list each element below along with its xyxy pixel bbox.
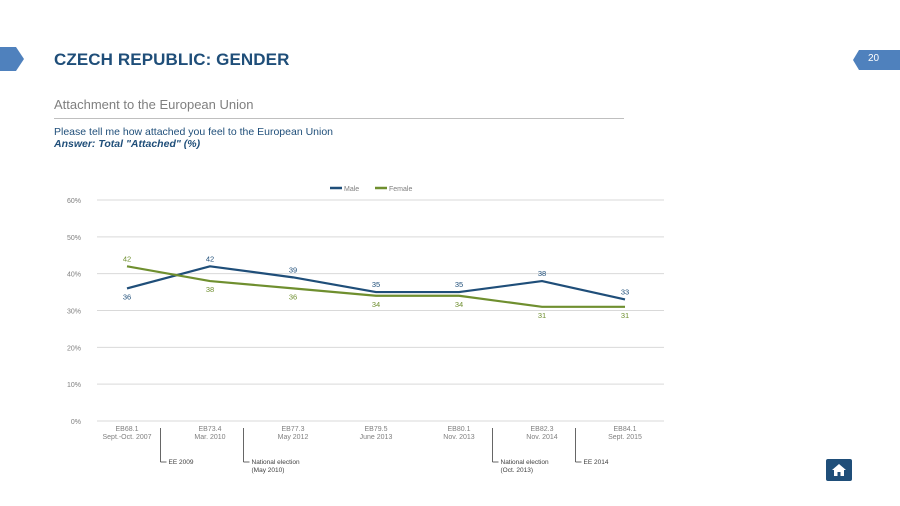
data-label: 36 — [123, 292, 131, 301]
x-tick-label: Nov. 2014 — [526, 434, 557, 441]
x-tick-label: May 2012 — [278, 434, 309, 441]
subtitle-divider — [54, 118, 624, 119]
home-button[interactable] — [826, 459, 852, 481]
y-tick-label: 40% — [67, 272, 81, 279]
legend-label: Female — [389, 186, 412, 193]
answer-text: Answer: Total "Attached" (%) — [54, 138, 201, 150]
series-line-male — [126, 265, 626, 301]
data-label: 34 — [372, 300, 380, 309]
y-tick-label: 20% — [67, 345, 81, 352]
data-label: 35 — [455, 280, 463, 289]
data-label: 35 — [372, 280, 380, 289]
x-tick-label: EB82.3 — [531, 426, 554, 433]
x-tick-label: Sept.-Oct. 2007 — [102, 434, 151, 441]
y-tick-label: 50% — [67, 235, 81, 242]
page-badge-icon — [853, 50, 900, 70]
tab-arrow-icon — [0, 47, 24, 71]
legend-label: Male — [344, 186, 359, 193]
data-label: 31 — [621, 311, 629, 320]
x-tick-label: EB80.1 — [448, 426, 471, 433]
data-label: 38 — [538, 269, 546, 278]
question-text: Please tell me how attached you feel to … — [54, 126, 334, 138]
section-subtitle: Attachment to the European Union — [54, 97, 254, 112]
annotation-label: National election — [252, 459, 300, 466]
x-tick-label: EB79.5 — [365, 426, 388, 433]
x-tick-label: EB77.3 — [282, 426, 305, 433]
annotation-label: National election — [501, 459, 549, 466]
series-line-female — [126, 265, 625, 308]
data-label: 42 — [123, 254, 131, 263]
data-label: 38 — [206, 285, 214, 294]
x-tick-label: EB68.1 — [116, 426, 139, 433]
data-label: 34 — [455, 300, 463, 309]
page-number: 20 — [868, 53, 880, 64]
annotation-label: EE 2014 — [584, 459, 609, 466]
x-tick-label: EB73.4 — [199, 426, 222, 433]
home-icon — [832, 464, 846, 476]
data-label: 33 — [621, 287, 629, 296]
y-tick-label: 60% — [67, 198, 81, 205]
x-tick-label: June 2013 — [360, 434, 393, 441]
data-label: 42 — [206, 254, 214, 263]
annotation-label: (Oct. 2013) — [501, 467, 534, 474]
data-label: 31 — [538, 311, 546, 320]
data-label: 39 — [289, 265, 297, 274]
x-tick-label: Nov. 2013 — [443, 434, 474, 441]
x-tick-label: Sept. 2015 — [608, 434, 642, 441]
y-tick-label: 10% — [67, 382, 81, 389]
page-title: CZECH REPUBLIC: GENDER — [54, 50, 290, 69]
x-tick-label: EB84.1 — [614, 426, 637, 433]
x-tick-label: Mar. 2010 — [194, 434, 225, 441]
y-tick-label: 30% — [67, 309, 81, 316]
annotation-label: EE 2009 — [169, 459, 194, 466]
data-label: 36 — [289, 292, 297, 301]
annotation-label: (May 2010) — [252, 467, 285, 474]
y-tick-label: 0% — [71, 419, 81, 426]
